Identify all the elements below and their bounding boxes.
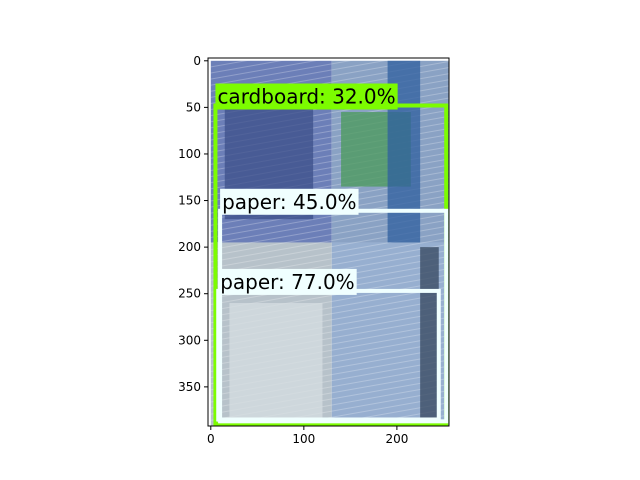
axes-frame (207, 57, 450, 427)
detection-label-1: cardboard: 32.0% (215, 83, 398, 110)
plastic-bottle-accent (229, 303, 323, 426)
y-tick-label: 150 (178, 194, 201, 208)
detection-label-text: cardboard: 32.0% (217, 85, 395, 109)
detection-label-2: paper: 45.0% (220, 188, 359, 215)
detection-label-text: paper: 45.0% (222, 190, 356, 214)
detection-label-3: paper: 77.0% (218, 268, 357, 295)
y-tick-label: 350 (178, 380, 201, 394)
y-tick-label: 0 (193, 54, 201, 68)
detection-label-background (218, 268, 357, 295)
detection-labels: cardboard: 32.0% paper: 45.0% paper: 77.0% (215, 83, 398, 295)
envelope-text-accent (420, 247, 439, 426)
y-tick-label: 300 (178, 333, 201, 347)
y-tick-label: 50 (186, 100, 201, 114)
detection-label-text: paper: 77.0% (220, 270, 354, 294)
x-tick-label: 0 (207, 432, 215, 446)
x-axis-ticks: 0 100 200 (207, 426, 408, 446)
photo-collage (210, 60, 449, 426)
x-tick-label: 200 (385, 432, 408, 446)
detection-label-background (220, 188, 359, 215)
detection-label-background (215, 83, 398, 110)
y-tick-label: 250 (178, 287, 201, 301)
y-axis-ticks: 0 50 100 150 200 250 300 350 (178, 54, 208, 394)
y-tick-label: 200 (178, 240, 201, 254)
x-tick-label: 100 (292, 432, 315, 446)
y-tick-label: 100 (178, 147, 201, 161)
